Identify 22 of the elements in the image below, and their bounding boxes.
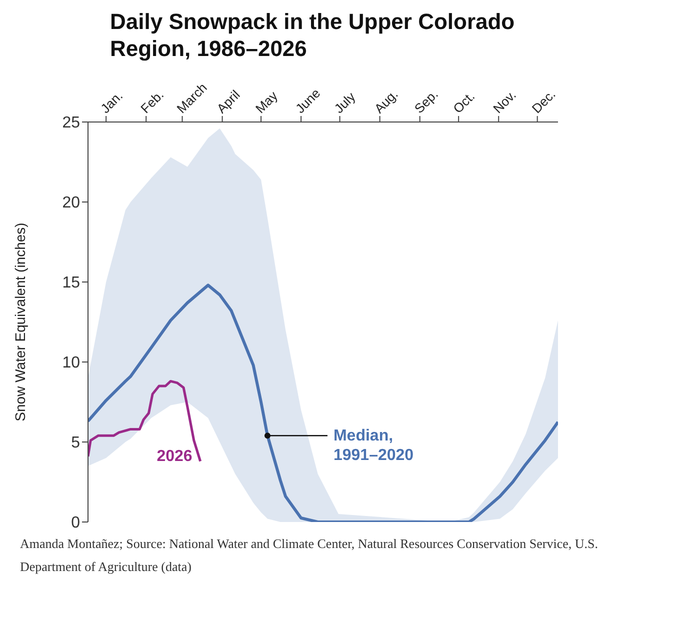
x-tick-label: Oct. — [450, 88, 478, 116]
x-tick-label: July — [331, 88, 359, 116]
line-series — [88, 380, 202, 462]
x-tick-label: Sep. — [411, 86, 441, 116]
x-tick-label: May — [252, 88, 281, 116]
y-axis-title: Snow Water Equivalent (inches) — [12, 222, 28, 422]
x-tick-label: Nov. — [490, 87, 519, 116]
x-tick-label: Aug. — [371, 86, 401, 116]
series-label: 2026 — [156, 448, 192, 466]
text: Amanda Montañez; Source: National Water and Climate Center, Natural Resources Conservation Service, U.S. Department of Agriculture (data) — [20, 535, 599, 576]
y-tick-label: 25 — [62, 114, 80, 132]
y-tick-label: 0 — [71, 514, 80, 532]
y-tick-label: 20 — [62, 194, 80, 212]
y-tick-label: 5 — [71, 434, 80, 452]
line-series — [88, 284, 558, 522]
annotation: Median, 1991–2020 — [333, 428, 414, 464]
chart-title: Daily Snowpack in the Upper Colorado Region, 1986–2026 — [110, 8, 516, 62]
y-tick-label: 10 — [62, 354, 80, 372]
x-tick-label: Feb. — [138, 87, 167, 116]
x-tick-label: Dec. — [528, 86, 558, 116]
y-tick-label: 15 — [62, 274, 80, 292]
x-tick-label: Jan. — [98, 88, 126, 116]
